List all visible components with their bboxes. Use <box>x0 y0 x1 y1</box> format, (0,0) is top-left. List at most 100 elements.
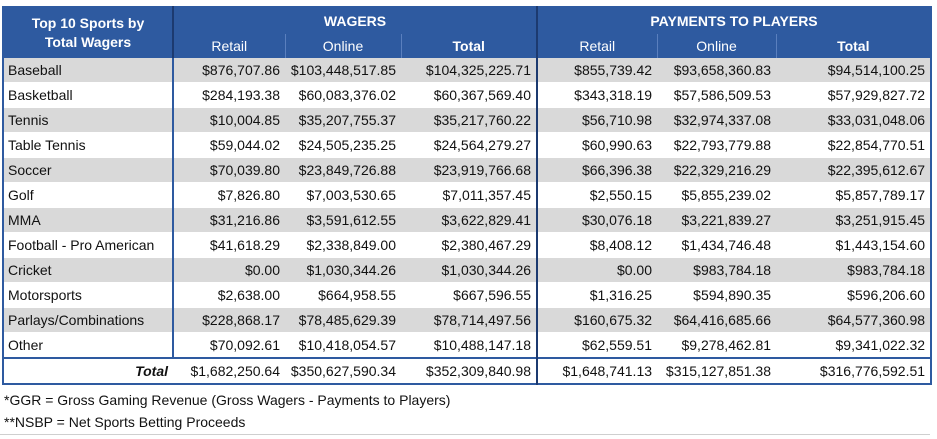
payments-total-cell: $22,395,612.67 <box>776 157 932 183</box>
payments-total-cell: $1,443,154.60 <box>776 232 932 258</box>
wagers-total-cell: $24,564,279.27 <box>401 132 539 158</box>
payments-total-cell: $9,341,022.32 <box>776 332 932 359</box>
table-row: Baseball $876,707.86 $103,448,517.85 $104,3… <box>3 58 932 83</box>
footnote-ggr: *GGR = Gross Gaming Revenue (Gross Wager… <box>4 392 451 408</box>
payments-online-cell: $64,416,685.66 <box>657 307 777 333</box>
total-row: Total $1,682,250.64 $350,627,590.34 $352… <box>3 357 932 385</box>
table-row: MMA $31,216.86 $3,591,612.55 $3,622,829.41 $… <box>3 207 932 233</box>
wagers-group-header: WAGERS <box>173 7 539 34</box>
wagers-online-cell: $2,338,849.00 <box>285 232 401 258</box>
sport-name-cell: Parlays/Combinations <box>3 307 174 333</box>
payments-online-cell: $32,974,337.08 <box>657 107 777 133</box>
payments-retail-cell: $855,739.42 <box>537 58 658 83</box>
wagers-total-cell: $667,596.55 <box>401 282 539 308</box>
wagers-total-cell: $60,367,569.40 <box>401 82 539 108</box>
wagers-online-cell: $60,083,376.02 <box>285 82 401 108</box>
footnotes: *GGR = Gross Gaming Revenue (Gross Wager… <box>2 389 932 433</box>
payments-retail-cell: $60,990.63 <box>537 132 658 158</box>
wagers-retail-cell: $10,004.85 <box>173 107 285 133</box>
wagers-retail-cell: $41,618.29 <box>173 232 285 258</box>
payments-group-header: PAYMENTS TO PLAYERS <box>537 7 932 34</box>
sport-name-cell: Basketball <box>3 82 174 108</box>
payments-total-cell: $57,929,827.72 <box>776 82 932 108</box>
total-payments-total: $316,776,592.51 <box>776 357 932 385</box>
wagers-total-cell: $23,919,766.68 <box>401 157 539 183</box>
wagers-retail-cell: $284,193.38 <box>173 82 285 108</box>
total-payments-online: $315,127,851.38 <box>657 357 777 385</box>
payments-retail-cell: $2,550.15 <box>537 182 658 208</box>
wagers-online-cell: $78,485,629.39 <box>285 307 401 333</box>
wagers-total-cell: $3,622,829.41 <box>401 207 539 233</box>
footnote-nsbp: **NSBP = Net Sports Betting Proceeds <box>4 414 246 430</box>
table-row: Parlays/Combinations $228,868.17 $78,485,6… <box>3 307 932 333</box>
wagers-online-cell: $10,418,054.57 <box>285 332 401 359</box>
payments-total-cell: $33,031,048.06 <box>776 107 932 133</box>
payments-online-cell: $22,793,779.88 <box>657 132 777 158</box>
wagers-retail-cell: $70,092.61 <box>173 332 285 359</box>
total-payments-retail: $1,648,741.13 <box>537 357 658 385</box>
table-header: Top 10 Sports by Total Wagers WAGERS PAY… <box>3 7 932 58</box>
total-label: Total <box>3 357 173 385</box>
col-header-payments-total: Total <box>776 34 932 58</box>
payments-online-cell: $22,329,216.29 <box>657 157 777 183</box>
wagers-retail-cell: $876,707.86 <box>173 58 285 83</box>
wagers-total-cell: $7,011,357.45 <box>401 182 539 208</box>
wagers-total-cell: $10,488,147.18 <box>401 332 539 359</box>
wagers-retail-cell: $70,039.80 <box>173 157 285 183</box>
wagers-online-cell: $35,207,755.37 <box>285 107 401 133</box>
wagers-online-cell: $23,849,726.88 <box>285 157 401 183</box>
wagers-online-cell: $664,958.55 <box>285 282 401 308</box>
corner-header-line2: Total Wagers <box>44 34 132 50</box>
payments-retail-cell: $1,316.25 <box>537 282 658 308</box>
wagers-total-cell: $78,714,497.56 <box>401 307 539 333</box>
payments-retail-cell: $8,408.12 <box>537 232 658 258</box>
total-wagers-online: $350,627,590.34 <box>285 357 401 385</box>
payments-online-cell: $983,784.18 <box>657 257 777 283</box>
table-row: Other $70,092.61 $10,418,054.57 $10,488,147… <box>3 332 932 359</box>
payments-total-cell: $22,854,770.51 <box>776 132 932 158</box>
wagers-online-cell: $24,505,235.25 <box>285 132 401 158</box>
payments-online-cell: $57,586,509.53 <box>657 82 777 108</box>
payments-online-cell: $5,855,239.02 <box>657 182 777 208</box>
table-row: Soccer $70,039.80 $23,849,726.88 $23,919,76… <box>3 157 932 183</box>
wagers-total-cell: $104,325,225.71 <box>401 58 539 83</box>
payments-retail-cell: $56,710.98 <box>537 107 658 133</box>
total-wagers-retail: $1,682,250.64 <box>173 357 285 385</box>
payments-retail-cell: $62,559.51 <box>537 332 658 359</box>
wagers-total-cell: $35,217,760.22 <box>401 107 539 133</box>
payments-total-cell: $94,514,100.25 <box>776 58 932 83</box>
wagers-total-cell: $2,380,467.29 <box>401 232 539 258</box>
sport-name-cell: Other <box>3 332 174 359</box>
wagers-retail-cell: $228,868.17 <box>173 307 285 333</box>
table-row: Table Tennis $59,044.02 $24,505,235.25 $24,… <box>3 132 932 158</box>
payments-online-cell: $3,221,839.27 <box>657 207 777 233</box>
table-row: Golf $7,826.80 $7,003,530.65 $7,011,357.45 $… <box>3 182 932 208</box>
col-header-payments-online: Online <box>657 34 777 58</box>
col-header-wagers-retail: Retail <box>173 34 286 58</box>
payments-online-cell: $1,434,746.48 <box>657 232 777 258</box>
wagers-retail-cell: $31,216.86 <box>173 207 285 233</box>
col-header-payments-retail: Retail <box>537 34 658 58</box>
col-header-wagers-online: Online <box>285 34 402 58</box>
wagers-online-cell: $1,030,344.26 <box>285 257 401 283</box>
sport-name-cell: Cricket <box>3 257 174 283</box>
sport-name-cell: Tennis <box>3 107 174 133</box>
wagers-online-cell: $3,591,612.55 <box>285 207 401 233</box>
payments-retail-cell: $30,076.18 <box>537 207 658 233</box>
payments-retail-cell: $160,675.32 <box>537 307 658 333</box>
wagers-total-cell: $1,030,344.26 <box>401 257 539 283</box>
table-row: Motorsports $2,638.00 $664,958.55 $667,596.… <box>3 282 932 308</box>
sport-name-cell: Table Tennis <box>3 132 174 158</box>
payments-total-cell: $5,857,789.17 <box>776 182 932 208</box>
payments-retail-cell: $66,396.38 <box>537 157 658 183</box>
corner-header: Top 10 Sports by Total Wagers <box>3 7 174 58</box>
total-wagers-total: $352,309,840.98 <box>401 357 539 385</box>
sport-name-cell: Motorsports <box>3 282 174 308</box>
payments-total-cell: $3,251,915.45 <box>776 207 932 233</box>
sports-wager-report: Top 10 Sports by Total Wagers WAGERS PAY… <box>2 6 933 433</box>
corner-header-line1: Top 10 Sports by <box>31 15 145 31</box>
wagers-retail-cell: $0.00 <box>173 257 285 283</box>
payments-online-cell: $93,658,360.83 <box>657 58 777 83</box>
sport-name-cell: Football - Pro American <box>3 232 174 258</box>
wagers-retail-cell: $7,826.80 <box>173 182 285 208</box>
